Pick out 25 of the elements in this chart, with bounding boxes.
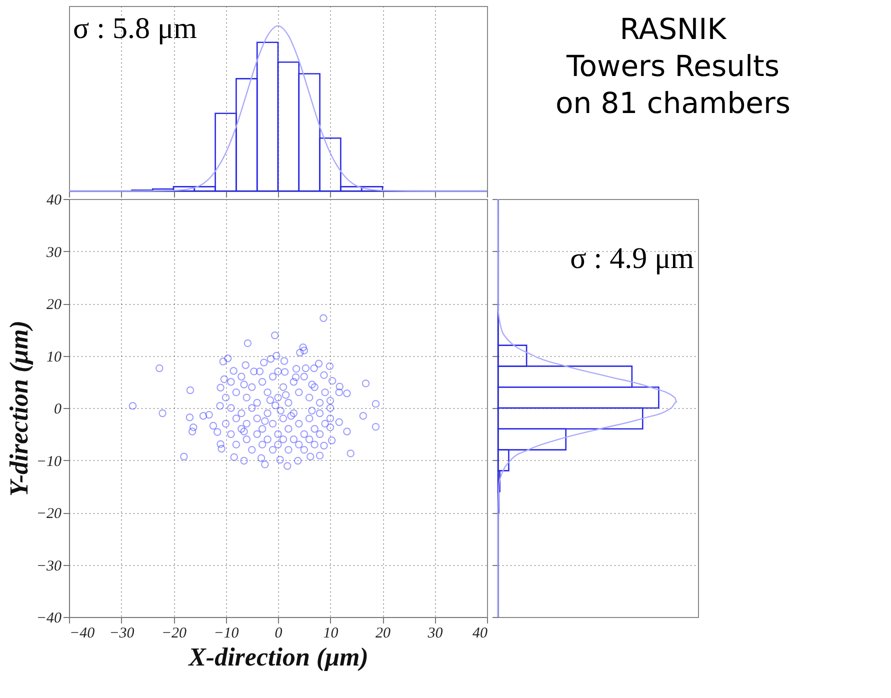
text: RASNIK [620,12,728,46]
x-tick-label: 10 [323,626,339,642]
x-tick-label: −40 [70,626,96,642]
x-tick-label: 20 [376,626,391,642]
text: Towers Results [565,49,780,83]
y-tick-label: 30 [46,244,62,261]
x-tick-label: −10 [214,626,240,642]
y-tick-label: 0 [54,402,62,418]
y-tick-label: −30 [36,558,62,574]
x-axis-title: X-direction (μm) [188,642,368,672]
x-tick-label: 0 [274,626,283,642]
x-tick-label: 40 [472,626,488,642]
annotation: σ : 4.9 μm [570,242,694,275]
y-tick-label: −20 [36,506,62,522]
y-tick-label: −40 [36,610,62,626]
x-tick-label: 30 [426,626,444,642]
x-tick-label: −20 [161,626,188,642]
y-tick-label: 20 [46,297,62,313]
y-tick-label: −10 [36,454,62,470]
annotation: σ : 5.8 μm [73,12,197,45]
text: on 81 chambers [555,86,791,120]
y-tick-label: 40 [46,192,62,208]
x-tick-label: −30 [109,626,135,642]
y-tick-label: 10 [46,349,62,366]
y-axis-title: Y-direction (μm) [4,320,34,496]
